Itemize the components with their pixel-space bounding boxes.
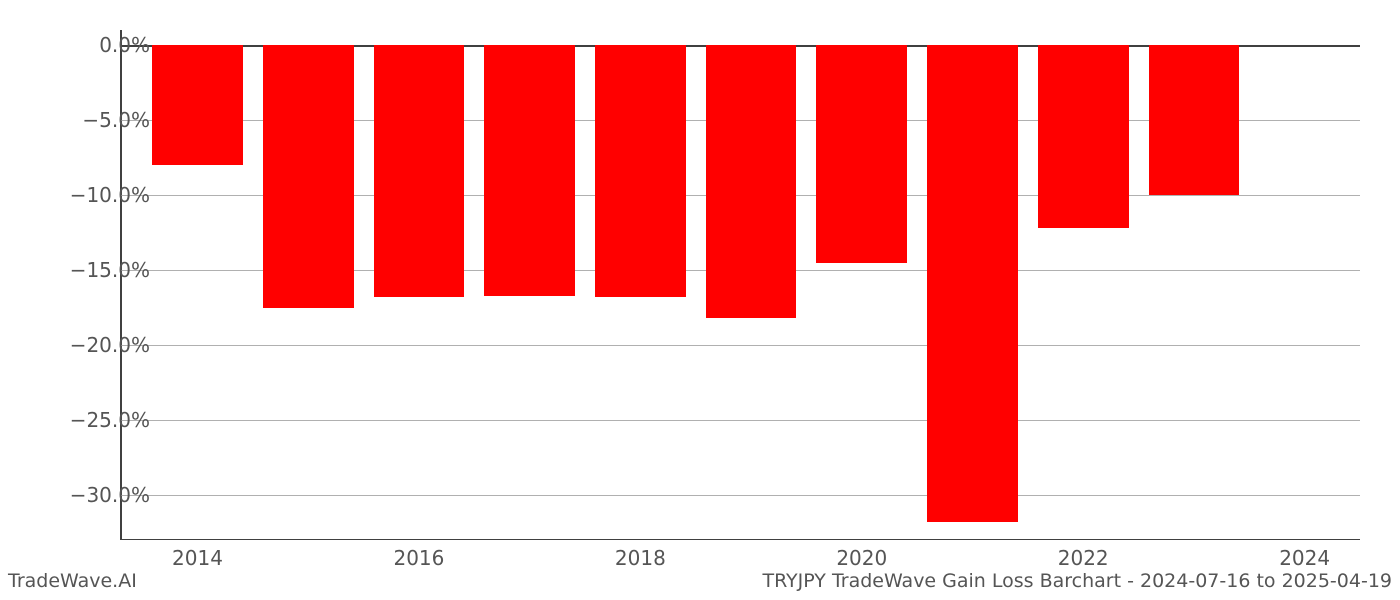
plot-area: 201420162018202020222024: [120, 30, 1360, 540]
chart-area: 201420162018202020222024: [120, 30, 1360, 540]
y-tick-label: −5.0%: [82, 108, 150, 132]
gridline: [120, 420, 1360, 421]
y-tick-label: −10.0%: [70, 183, 150, 207]
x-tick-label: 2014: [172, 546, 223, 570]
bar: [152, 45, 243, 165]
bar: [927, 45, 1018, 522]
bar: [1038, 45, 1129, 228]
y-tick-label: 0.0%: [99, 33, 150, 57]
gridline: [120, 345, 1360, 346]
bar: [374, 45, 465, 297]
bar: [595, 45, 686, 297]
y-tick-label: −20.0%: [70, 333, 150, 357]
y-axis-spine: [120, 30, 122, 540]
bar: [263, 45, 354, 308]
x-axis-spine: [120, 539, 1360, 541]
bar: [484, 45, 575, 296]
footer-right-text: TRYJPY TradeWave Gain Loss Barchart - 20…: [762, 570, 1392, 592]
y-tick-label: −25.0%: [70, 408, 150, 432]
x-tick-label: 2022: [1058, 546, 1109, 570]
x-tick-label: 2018: [615, 546, 666, 570]
bar: [706, 45, 797, 318]
bar: [1149, 45, 1240, 195]
footer-left-text: TradeWave.AI: [8, 570, 137, 592]
y-tick-label: −15.0%: [70, 258, 150, 282]
y-tick-label: −30.0%: [70, 483, 150, 507]
bar: [816, 45, 907, 263]
x-tick-label: 2016: [393, 546, 444, 570]
gridline: [120, 495, 1360, 496]
x-tick-label: 2024: [1279, 546, 1330, 570]
x-tick-label: 2020: [836, 546, 887, 570]
